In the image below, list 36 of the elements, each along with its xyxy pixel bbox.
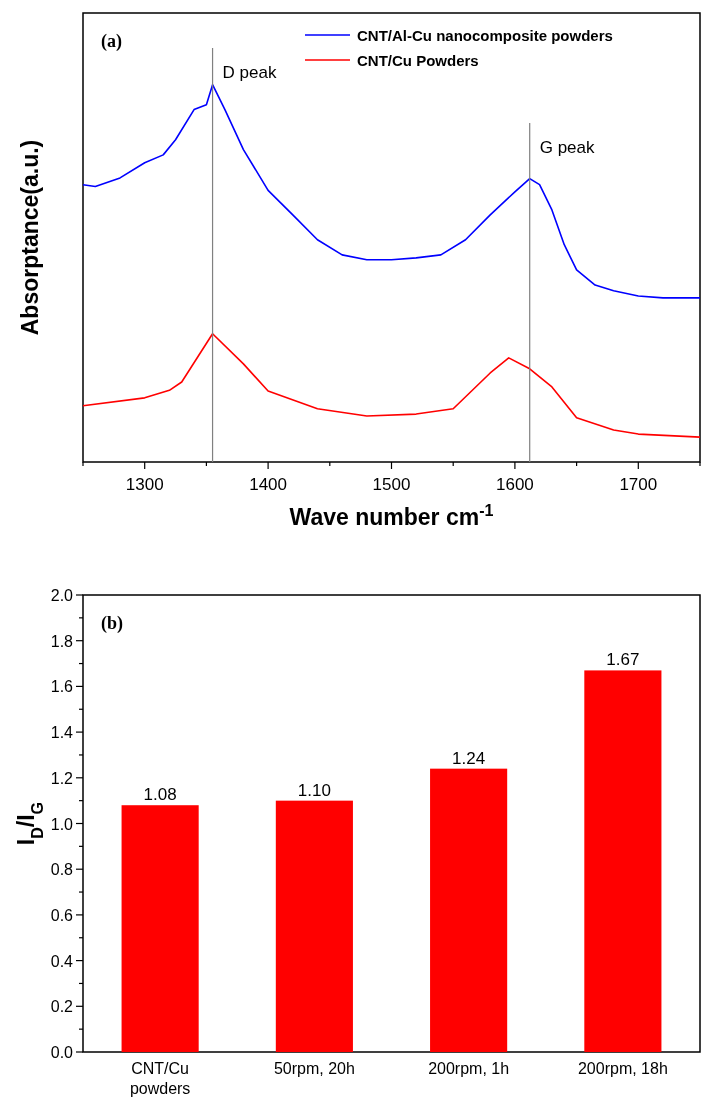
text: (a)	[101, 31, 122, 52]
y-axis-title: Absorptance(a.u.)	[17, 139, 43, 336]
y-tick-label: 1.8	[50, 632, 74, 650]
y-tick-label: 1.6	[50, 678, 74, 696]
x-tick-label: 1700	[619, 475, 658, 494]
x-tick-label: 1500	[372, 475, 411, 494]
x-tick-label: 1600	[495, 475, 534, 494]
y-tick-label: 0.4	[50, 952, 74, 970]
y-tick-label: 0.8	[50, 861, 74, 879]
y-tick-label: 1.2	[50, 769, 74, 787]
y-tick-label: 0.6	[50, 906, 74, 924]
data-label: 1.08	[143, 785, 177, 805]
legend-label: CNT/Al-Cu nanocomposite powders	[357, 27, 613, 44]
x-tick-label: 200rpm, 1h	[428, 1060, 510, 1077]
y-tick-label: 0.0	[50, 1044, 74, 1061]
x-tick-label: 1300	[125, 475, 164, 494]
x-tick-label: CNT/Cu powders	[129, 1060, 191, 1097]
ref-line-label: G peak	[539, 138, 596, 157]
bar	[430, 768, 508, 1052]
data-label: 1.10	[297, 780, 331, 800]
x-tick-label: 50rpm, 20h	[273, 1060, 355, 1077]
legend-label: CNT/Cu Powders	[357, 52, 479, 69]
bar	[584, 670, 662, 1052]
bar	[275, 800, 353, 1052]
y-tick-label: 0.2	[50, 998, 74, 1016]
x-tick-label: 1400	[249, 475, 288, 494]
bar	[121, 805, 199, 1052]
data-label: 1.24	[452, 748, 486, 768]
data-label: 1.67	[606, 650, 640, 670]
x-axis-title: Wave number cm$^{-1}$	[289, 501, 494, 530]
y-tick-label: 1.0	[50, 815, 74, 833]
annotation: (b)	[101, 613, 123, 634]
y-tick-label: 1.4	[50, 724, 74, 742]
y-tick-label: 2.0	[50, 587, 74, 604]
ref-line-label: D peak	[222, 63, 277, 82]
x-tick-label: 200rpm, 18h	[577, 1060, 668, 1077]
